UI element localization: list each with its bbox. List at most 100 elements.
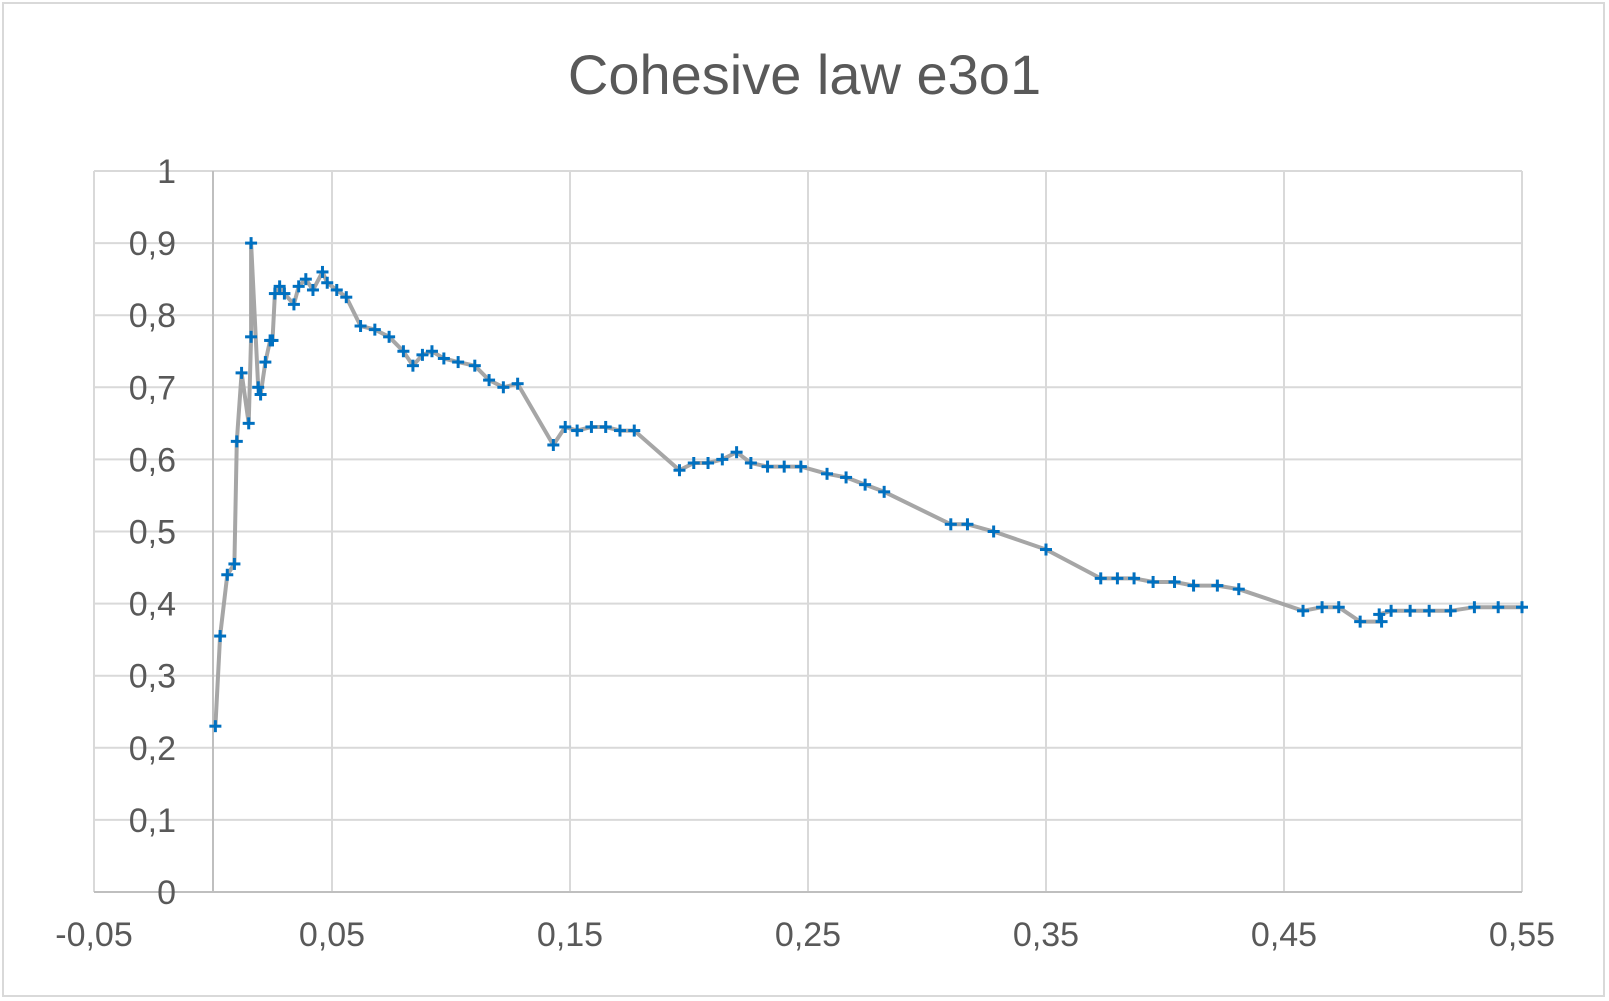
data-point — [961, 518, 974, 531]
data-point — [1040, 543, 1052, 556]
data-point — [242, 417, 255, 430]
data-point — [468, 359, 481, 372]
data-point — [273, 280, 286, 293]
chart-title: Cohesive law e3o1 — [567, 43, 1042, 106]
data-point — [1187, 579, 1200, 592]
x-tick-label: 0,15 — [537, 916, 603, 954]
data-point — [259, 356, 272, 369]
y-tick-label: 0,4 — [129, 586, 176, 624]
data-point — [987, 525, 1000, 538]
data-point — [1232, 583, 1245, 596]
data-point — [1168, 575, 1181, 588]
data-point — [716, 453, 729, 466]
data-point — [214, 630, 227, 643]
data-point — [1111, 572, 1124, 585]
data-point — [306, 283, 319, 296]
data-point — [221, 568, 234, 581]
data-point — [452, 356, 465, 369]
data-point — [944, 518, 957, 531]
data-point — [585, 420, 598, 433]
data-point — [821, 467, 834, 480]
data-point — [437, 352, 450, 365]
x-tick-label: 0,05 — [299, 916, 365, 954]
data-point — [840, 471, 853, 484]
data-point — [1444, 604, 1457, 617]
data-point — [878, 485, 891, 498]
data-point — [316, 265, 329, 278]
data-point — [794, 460, 807, 473]
data-point — [1354, 615, 1367, 628]
data-point — [321, 276, 334, 289]
data-point — [859, 478, 872, 491]
data-point — [1468, 601, 1481, 614]
y-tick-label: 0 — [157, 874, 176, 912]
data-point — [1404, 604, 1417, 617]
data-point — [1492, 601, 1505, 614]
data-point — [209, 720, 222, 733]
axes — [94, 171, 1522, 893]
data-point — [702, 457, 715, 470]
data-point — [497, 381, 510, 394]
data-point — [730, 446, 743, 459]
data-point — [571, 424, 584, 437]
data-point — [383, 330, 396, 343]
data-point — [613, 424, 626, 437]
data-point — [416, 348, 429, 361]
y-tick-label: 0,3 — [129, 658, 176, 696]
data-point — [599, 420, 612, 433]
data-point — [287, 298, 300, 311]
data-point — [1373, 608, 1386, 621]
data-point — [511, 377, 524, 390]
data-point — [1375, 615, 1388, 628]
y-tick-label: 0,2 — [129, 730, 176, 768]
data-point — [299, 273, 312, 286]
data-point — [292, 280, 305, 293]
x-tick-label: 0,35 — [1013, 916, 1079, 954]
data-point — [744, 457, 757, 470]
x-tick-label: 0,45 — [1251, 916, 1317, 954]
y-tick-label: 1 — [157, 153, 176, 191]
data-point — [230, 435, 243, 448]
data-point — [397, 345, 410, 358]
series-group — [209, 237, 1528, 733]
x-tick-label: -0,05 — [55, 916, 133, 954]
data-point — [1423, 604, 1436, 617]
data-point — [1516, 601, 1528, 614]
data-point — [761, 460, 774, 473]
data-point — [235, 366, 248, 379]
x-tick-labels: -0,05 0,05 0,15 0,25 0,35 0,45 0,55 — [55, 916, 1555, 954]
data-point — [673, 464, 686, 477]
data-point — [1316, 601, 1329, 614]
x-tick-label: 0,55 — [1489, 916, 1555, 954]
data-point — [628, 424, 641, 437]
data-point — [687, 457, 700, 470]
data-point — [340, 291, 353, 304]
y-tick-label: 0,1 — [129, 802, 176, 840]
data-point — [245, 330, 258, 343]
data-point — [330, 283, 343, 296]
y-tick-label: 0,5 — [129, 514, 176, 552]
data-point — [266, 334, 279, 347]
data-point — [252, 381, 265, 394]
data-point — [1094, 572, 1107, 585]
y-tick-label: 0,7 — [129, 369, 176, 407]
data-point — [354, 320, 367, 333]
data-point — [1211, 579, 1224, 592]
data-point — [406, 359, 419, 372]
data-point — [245, 237, 258, 250]
data-point — [228, 557, 241, 570]
y-tick-labels: 0 0,1 0,2 0,3 0,4 0,5 0,6 0,7 0,8 0,9 1 — [129, 153, 176, 912]
data-point — [278, 287, 291, 300]
data-point — [1147, 575, 1160, 588]
data-point — [1128, 572, 1141, 585]
data-point — [778, 460, 791, 473]
x-tick-label: 0,25 — [775, 916, 841, 954]
data-point — [1385, 604, 1398, 617]
data-point — [368, 323, 381, 336]
data-point — [1332, 601, 1345, 614]
y-tick-label: 0,6 — [129, 441, 176, 479]
data-point — [425, 345, 438, 358]
data-point — [254, 388, 267, 401]
